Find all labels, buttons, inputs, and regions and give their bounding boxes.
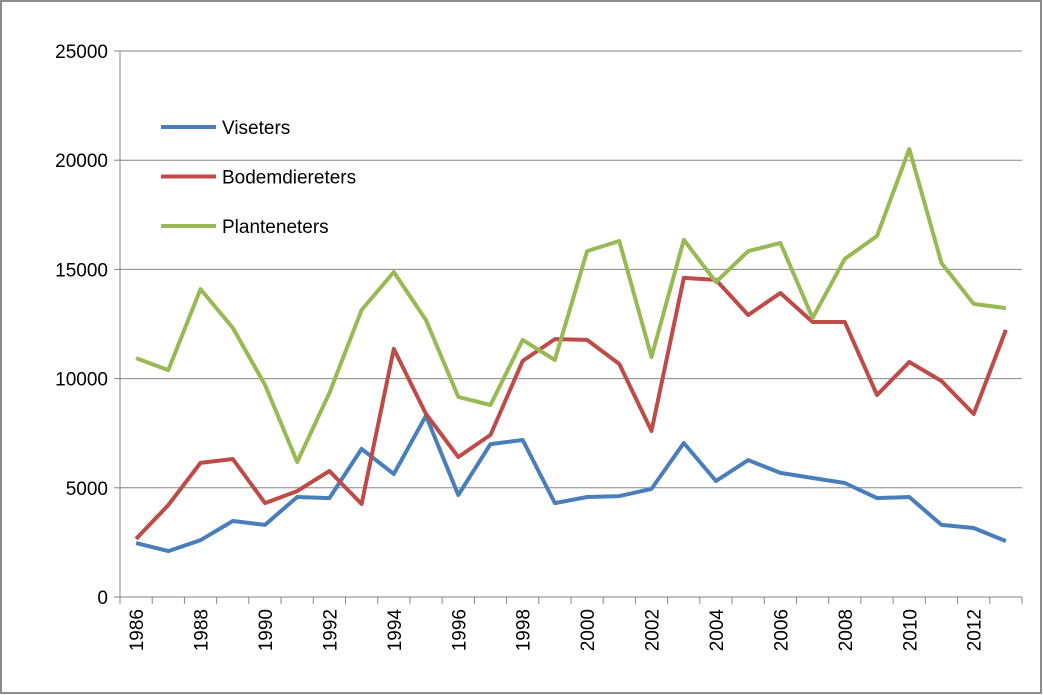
legend-label: Viseters [222,118,290,139]
series-line [134,275,1008,541]
x-tick-label: 2002 [643,609,664,651]
x-tick-label: 1994 [385,609,406,652]
series-line [135,147,1007,464]
y-tick-label: 10000 [55,370,108,391]
x-tick-label: 1992 [320,609,341,651]
y-tick-label: 5000 [66,479,108,500]
y-tick-label: 20000 [55,151,108,172]
y-tick-label: 15000 [55,260,108,281]
series-line [135,413,1007,554]
x-tick-label: 1986 [127,609,148,651]
x-tick-label: 2010 [900,609,921,651]
x-tick-label: 1990 [256,609,277,651]
x-tick-label: 1988 [192,609,213,651]
x-tick-label: 1998 [514,609,535,651]
x-tick-label: 2006 [771,609,792,651]
x-tick-label: 2004 [707,609,728,652]
legend-label: Planteneters [222,217,329,238]
x-tick-label: 2000 [578,609,599,651]
y-tick-label: 0 [97,588,108,609]
x-tick-label: 1996 [449,609,470,651]
x-tick-label: 2008 [836,609,857,651]
legend-label: Bodemdiereters [222,168,356,189]
x-tick-label: 2012 [965,609,986,651]
y-tick-label: 25000 [55,42,108,63]
